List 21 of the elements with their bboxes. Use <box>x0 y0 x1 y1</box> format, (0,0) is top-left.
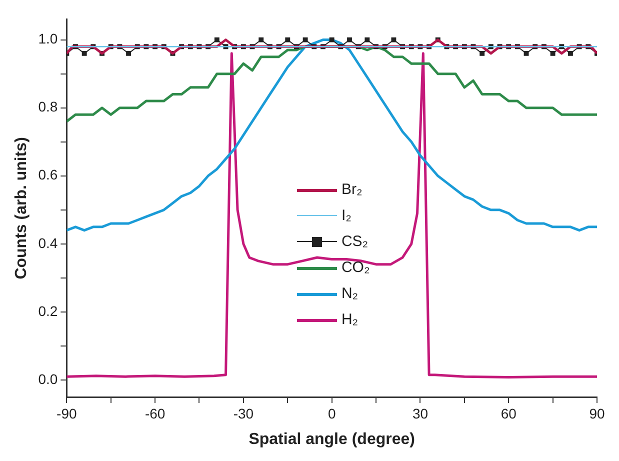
x-tick-label: -60 <box>144 405 166 422</box>
legend-label: N₂ <box>341 284 358 304</box>
legend-label: H₂ <box>341 310 358 330</box>
y-tick-label: 0.0 <box>38 370 58 387</box>
x-tick-label: 0 <box>328 405 336 422</box>
x-tick-label: -30 <box>233 405 254 422</box>
x-axis-title: Spatial angle (degree) <box>248 430 415 448</box>
y-tick-label: 0.6 <box>38 166 58 183</box>
legend-label: I₂ <box>341 206 352 226</box>
y-tick-label: 0.4 <box>38 234 58 251</box>
x-tick-label: 30 <box>412 405 428 422</box>
legend-label: CS₂ <box>341 232 368 252</box>
x-tick-label: 90 <box>589 405 605 422</box>
y-tick-label: 1.0 <box>38 30 58 47</box>
y-tick-label: 0.2 <box>38 302 58 319</box>
legend-label: CO₂ <box>341 258 370 278</box>
x-tick-label: 60 <box>500 405 517 422</box>
y-tick-label: 0.8 <box>38 98 58 115</box>
legend-label: Br₂ <box>341 180 362 200</box>
x-tick-label: -90 <box>56 405 77 422</box>
y-axis-title: Counts (arb. units) <box>13 137 30 280</box>
